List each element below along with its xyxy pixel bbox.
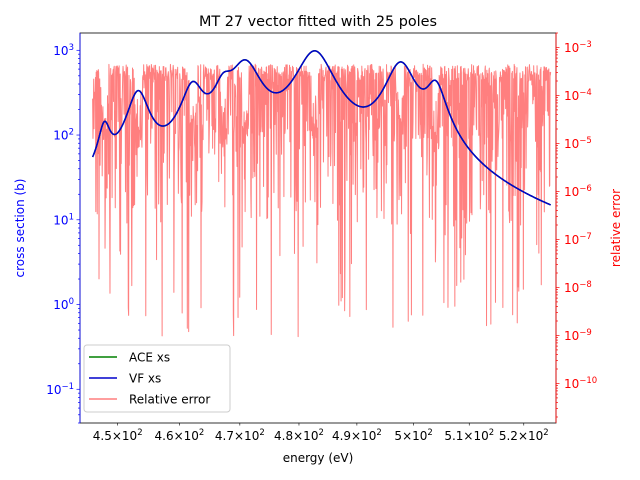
x-tick-exp: 2 bbox=[543, 428, 548, 438]
x-tick-exp: 2 bbox=[427, 428, 432, 438]
x-tick-mantissa: 4.7 bbox=[215, 429, 234, 443]
y-right-tick-label-base: 10 bbox=[564, 89, 579, 103]
x-tick-times: ×10 bbox=[402, 429, 427, 443]
y-right-tick-label-exp: −10 bbox=[579, 376, 597, 386]
y-left-tick-label: 103 bbox=[53, 43, 74, 58]
y-left-tick-label-exp: 3 bbox=[69, 43, 74, 53]
x-tick-label: 5.1×102 bbox=[444, 428, 494, 443]
y-left-tick-label-base: 10 bbox=[53, 213, 68, 227]
x-tick-times: ×10 bbox=[351, 429, 376, 443]
y-left-tick-label-base: 10 bbox=[53, 129, 68, 143]
x-tick-mantissa: 5.1 bbox=[444, 429, 463, 443]
y-right-tick-label-exp: −5 bbox=[579, 136, 592, 146]
x-tick-exp: 2 bbox=[318, 428, 323, 438]
y-left-tick-label-exp: 2 bbox=[69, 128, 74, 138]
x-tick-label: 4.9×102 bbox=[332, 428, 382, 443]
y-right-tick-label-exp: −8 bbox=[579, 280, 592, 290]
x-tick-label: 5.2×102 bbox=[499, 428, 549, 443]
y-right-tick-label-exp: −6 bbox=[579, 184, 592, 194]
x-tick-times: ×10 bbox=[293, 429, 318, 443]
x-tick-exp: 2 bbox=[259, 428, 264, 438]
y-right-tick-label: 10−5 bbox=[564, 136, 592, 151]
y-right-tick-label-exp: −4 bbox=[579, 88, 592, 98]
relative-error-line bbox=[92, 63, 552, 338]
x-tick-times: ×10 bbox=[234, 429, 259, 443]
x-tick-mantissa: 5.2 bbox=[499, 429, 518, 443]
y-left-tick-label-base: 10 bbox=[46, 383, 61, 397]
y-right-tick-label: 10−4 bbox=[564, 88, 592, 103]
x-tick-label: 5×102 bbox=[394, 428, 432, 443]
x-tick-mantissa: 4.9 bbox=[332, 429, 351, 443]
y-right-tick-label-base: 10 bbox=[564, 233, 579, 247]
y-right-tick-label: 10−7 bbox=[564, 232, 592, 247]
y-left-tick-label-exp: 1 bbox=[69, 212, 74, 222]
x-tick-mantissa: 4.8 bbox=[274, 429, 293, 443]
legend-label: VF xs bbox=[129, 372, 161, 386]
y-left-tick-label: 100 bbox=[53, 297, 74, 312]
x-tick-times: ×10 bbox=[463, 429, 488, 443]
y-right-tick-label-exp: −9 bbox=[579, 328, 592, 338]
y-right-tick-label-base: 10 bbox=[564, 41, 579, 55]
vf-xs-line bbox=[91, 50, 551, 206]
y-left-tick-label-base: 10 bbox=[53, 44, 68, 58]
legend: ACE xs VF xs Relative error bbox=[83, 344, 231, 413]
x-tick-label: 4.8×102 bbox=[274, 428, 324, 443]
x-tick-exp: 2 bbox=[199, 428, 204, 438]
legend-box bbox=[83, 344, 231, 413]
y-left-tick-label-exp: −1 bbox=[61, 382, 74, 392]
legend-label: ACE xs bbox=[129, 351, 170, 365]
y-left-tick-label: 101 bbox=[53, 212, 74, 227]
y-right-tick-label-base: 10 bbox=[564, 185, 579, 199]
y-right-axis-label: relative error bbox=[609, 189, 623, 267]
axes-layer: 4.5×102 4.6×102 4.7×102 4.8×102 4.9×102 5×102… bbox=[46, 32, 597, 443]
x-tick-exp: 2 bbox=[137, 428, 142, 438]
x-tick-label: 4.7×102 bbox=[215, 428, 265, 443]
x-tick-mantissa: 4.6 bbox=[155, 429, 174, 443]
y-left-tick-label: 102 bbox=[53, 128, 74, 143]
x-tick-mantissa: 5 bbox=[394, 429, 402, 443]
y-right-tick-label: 10−8 bbox=[564, 280, 592, 295]
x-tick-mantissa: 4.5 bbox=[93, 429, 112, 443]
x-tick-times: ×10 bbox=[518, 429, 543, 443]
y-right-tick-label-base: 10 bbox=[564, 281, 579, 295]
y-left-axis-label: cross section (b) bbox=[13, 179, 27, 278]
chart-title: MT 27 vector fitted with 25 poles bbox=[199, 14, 437, 30]
x-tick-label: 4.5×102 bbox=[93, 428, 143, 443]
x-tick-exp: 2 bbox=[376, 428, 381, 438]
y-right-tick-label: 10−6 bbox=[564, 184, 592, 199]
x-tick-times: ×10 bbox=[112, 429, 137, 443]
x-tick-exp: 2 bbox=[489, 428, 494, 438]
y-right-tick-label: 10−10 bbox=[564, 376, 597, 391]
y-left-tick-label-base: 10 bbox=[53, 298, 68, 312]
y-right-tick-label-base: 10 bbox=[564, 377, 579, 391]
y-right-tick-label-exp: −3 bbox=[579, 40, 592, 50]
x-axis-label: energy (eV) bbox=[283, 451, 354, 465]
x-tick-label: 4.6×102 bbox=[155, 428, 205, 443]
y-right-tick-label-base: 10 bbox=[564, 329, 579, 343]
y-left-tick-label: 10−1 bbox=[46, 382, 74, 397]
y-right-tick-label-base: 10 bbox=[564, 137, 579, 151]
y-right-tick-label: 10−3 bbox=[564, 40, 592, 55]
x-tick-times: ×10 bbox=[174, 429, 199, 443]
y-right-tick-label: 10−9 bbox=[564, 328, 592, 343]
y-right-tick-label-exp: −7 bbox=[579, 232, 592, 242]
y-left-tick-label-exp: 0 bbox=[69, 297, 74, 307]
series-layer bbox=[91, 50, 552, 338]
legend-label: Relative error bbox=[129, 393, 210, 407]
